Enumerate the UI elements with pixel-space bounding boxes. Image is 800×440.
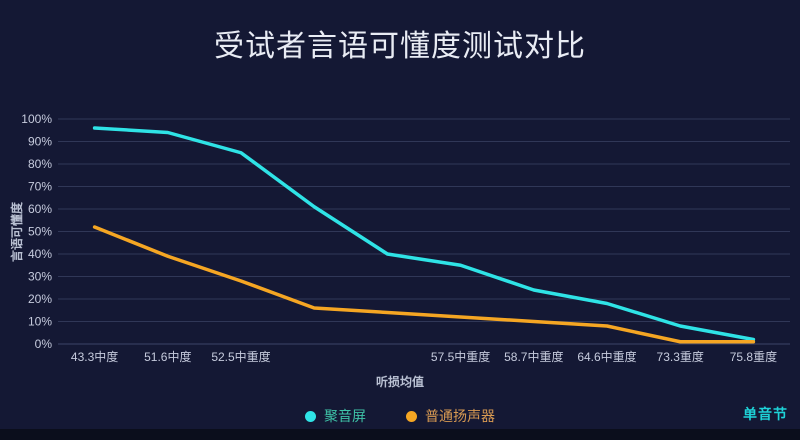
series-1-legend-dot-icon (305, 410, 316, 422)
x-tick-label: 43.3中度 (71, 349, 118, 364)
x-tick-label: 73.3重度 (657, 349, 704, 364)
x-tick-label: 52.5中重度 (211, 349, 270, 364)
legend-label: 普通扬声器 (425, 408, 495, 424)
y-tick-label: 80% (28, 157, 52, 171)
x-axis-title: 听损均值 (376, 374, 424, 389)
series-2-legend-dot-icon (406, 410, 417, 422)
y-tick-label: 30% (28, 270, 52, 284)
x-tick-label: 57.5中重度 (431, 349, 490, 364)
y-axis-title: 言语可懂度 (9, 201, 24, 262)
y-tick-label: 20% (28, 292, 52, 306)
y-tick-label: 0% (35, 337, 53, 351)
x-tick-label: 64.6中重度 (577, 349, 636, 364)
chart-title: 受试者言语可懂度测试对比 (214, 30, 586, 63)
series-line-2 (92, 225, 756, 344)
legend-item-juyinping[interactable]: 聚音屏 (305, 406, 366, 426)
y-tick-label: 60% (28, 202, 52, 216)
y-tick-label: 100% (21, 112, 52, 126)
y-tick-label: 70% (28, 180, 52, 194)
y-tick-label: 90% (28, 135, 52, 149)
x-tick-label: 51.6中度 (144, 349, 191, 364)
x-tick-label: 75.8重度 (730, 349, 777, 364)
bottom-bar (0, 429, 800, 440)
axis-labels-layer: 0% 10% 20% 30% 40% 50% 60% 70% 80% 90% 100% 43.3中度 5… (21, 112, 777, 364)
legend-item-putong-yangshengqi[interactable]: 普通扬声器 (406, 406, 495, 426)
y-tick-label: 10% (28, 315, 52, 329)
grid-layer (58, 118, 790, 345)
series-line-1 (92, 126, 756, 342)
y-tick-label: 40% (28, 247, 52, 261)
y-tick-label: 50% (28, 225, 52, 239)
footnote-monosyllable: 单音节 (743, 406, 788, 422)
x-tick-label: 58.7中重度 (504, 349, 563, 364)
legend-label: 聚音屏 (324, 408, 366, 424)
chart-legend: 聚音屏 普通扬声器 (0, 406, 800, 426)
series-layer (92, 126, 756, 344)
